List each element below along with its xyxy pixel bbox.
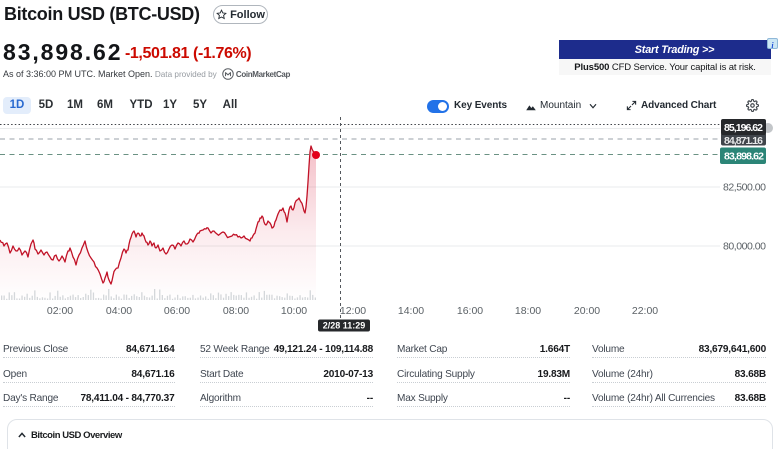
svg-text:08:00: 08:00: [223, 305, 249, 317]
svg-text:12:00: 12:00: [340, 305, 366, 317]
svg-text:18:00: 18:00: [515, 305, 541, 317]
svg-text:85,196.62: 85,196.62: [724, 122, 763, 134]
svg-text:04:00: 04:00: [106, 305, 132, 317]
svg-text:20:00: 20:00: [574, 305, 600, 317]
svg-text:16:00: 16:00: [457, 305, 483, 317]
svg-text:22:00: 22:00: [632, 305, 658, 317]
svg-text:10:00: 10:00: [281, 305, 307, 317]
svg-text:83,898.62: 83,898.62: [724, 151, 764, 163]
svg-text:2/28 11:29: 2/28 11:29: [323, 321, 366, 331]
svg-text:14:00: 14:00: [398, 305, 424, 317]
svg-text:80,000.00: 80,000.00: [723, 241, 766, 253]
svg-text:84,871.16: 84,871.16: [724, 135, 763, 147]
svg-text:82,500.00: 82,500.00: [723, 182, 766, 194]
svg-text:02:00: 02:00: [47, 305, 73, 317]
svg-text:06:00: 06:00: [164, 305, 190, 317]
